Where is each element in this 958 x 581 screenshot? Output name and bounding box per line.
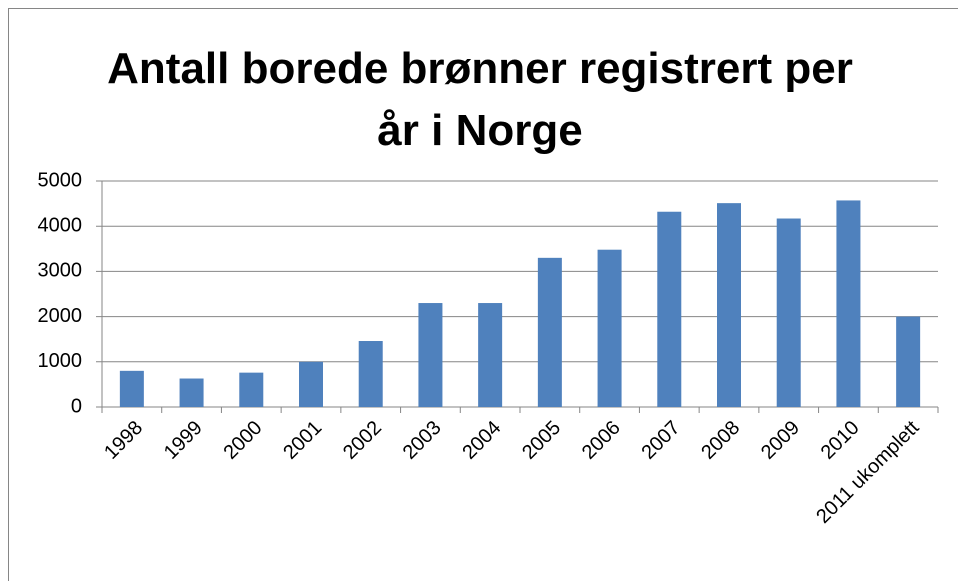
bar xyxy=(896,316,921,407)
y-tick-label: 1000 xyxy=(38,350,83,372)
x-tick-label: 2004 xyxy=(458,417,505,464)
y-tick-label: 3000 xyxy=(38,260,83,282)
x-tick-label: 1999 xyxy=(160,417,207,464)
y-tick-label: 0 xyxy=(71,395,82,417)
bar xyxy=(179,378,204,407)
x-tick-label: 2010 xyxy=(817,417,864,464)
bar xyxy=(776,218,801,407)
x-tick-label: 2007 xyxy=(638,417,685,464)
x-tick-label: 2009 xyxy=(757,417,804,464)
bar xyxy=(836,200,861,407)
bar xyxy=(717,203,741,407)
bar xyxy=(537,257,562,407)
bar xyxy=(657,211,682,407)
bar xyxy=(119,370,144,407)
x-tick-label: 2008 xyxy=(697,417,744,464)
bar xyxy=(418,303,443,407)
y-tick-label: 4000 xyxy=(38,214,83,236)
chart-title: Antall borede brønner registrert per år … xyxy=(107,44,853,155)
bar xyxy=(478,303,503,407)
chart-border xyxy=(8,8,958,581)
bar xyxy=(239,372,264,407)
x-tick-label: 2011 ukomplett xyxy=(812,416,924,528)
x-tick-label: 2002 xyxy=(339,417,386,464)
y-tick-label: 2000 xyxy=(38,305,83,327)
x-tick-label: 2001 xyxy=(279,417,326,464)
x-tick-label: 2005 xyxy=(518,417,565,464)
bar xyxy=(358,341,383,407)
x-tick-label: 2003 xyxy=(399,417,446,464)
y-tick-label: 5000 xyxy=(38,169,83,191)
bar xyxy=(597,249,622,407)
x-tick-label: 2006 xyxy=(578,417,625,464)
bar xyxy=(299,361,323,407)
x-tick-label: 1998 xyxy=(100,417,147,464)
x-tick-label: 2000 xyxy=(220,417,267,464)
